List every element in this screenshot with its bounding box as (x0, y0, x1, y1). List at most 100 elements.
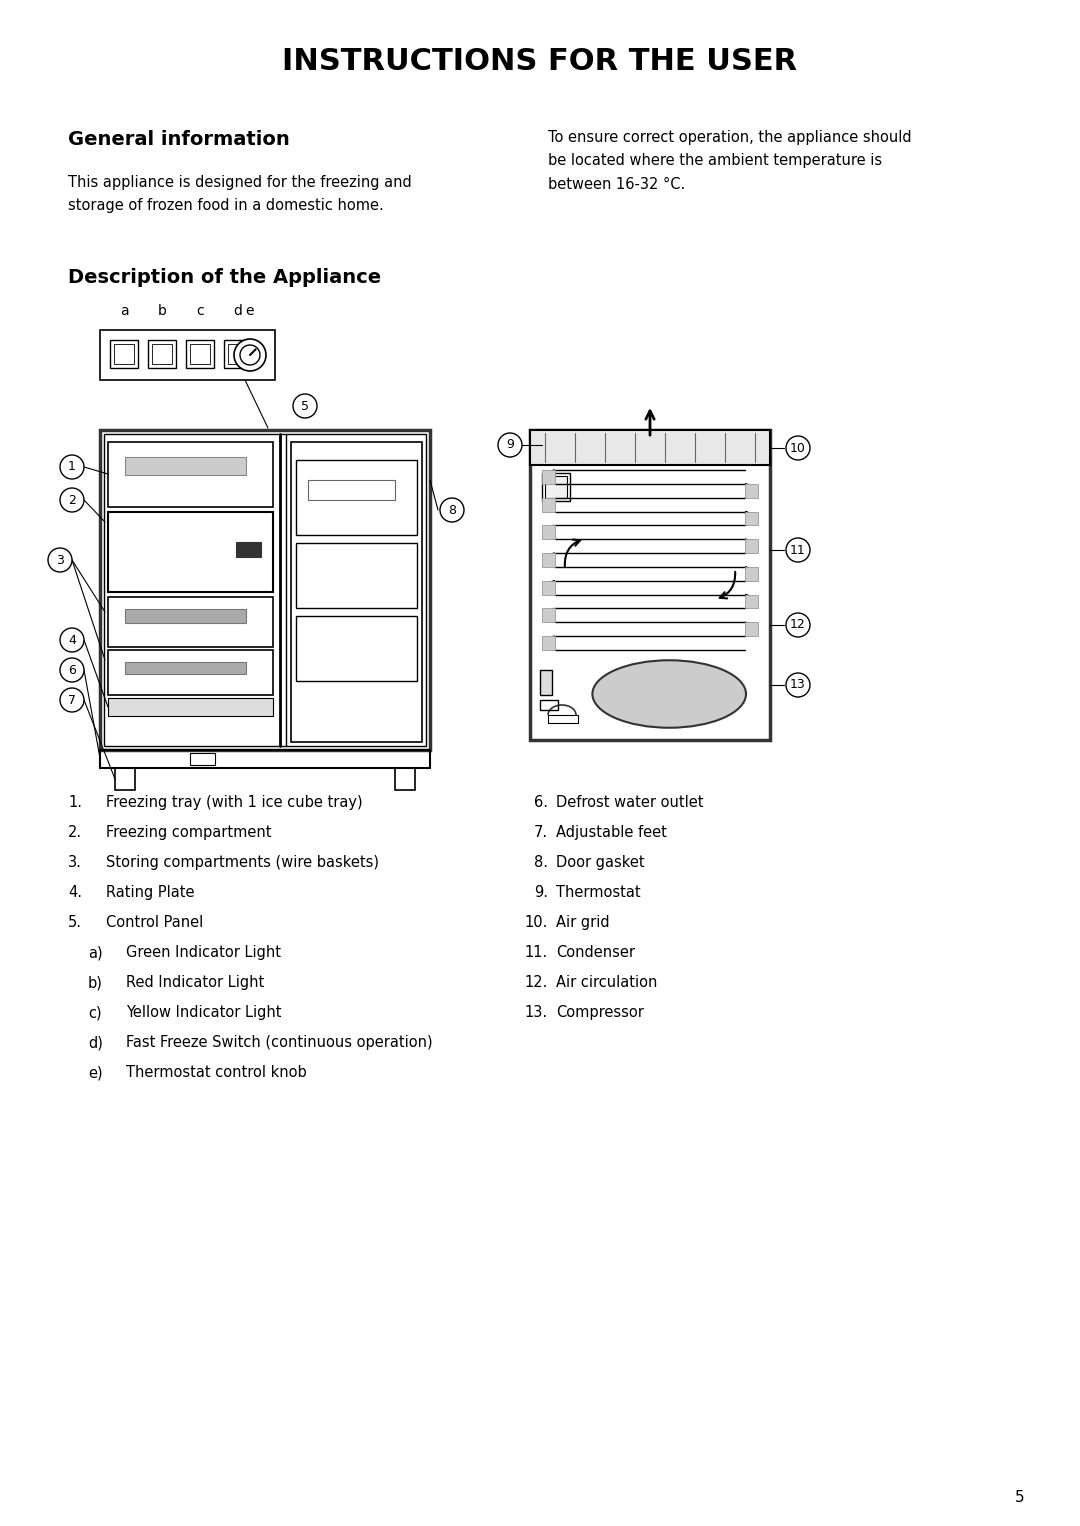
Circle shape (786, 613, 810, 636)
Text: b): b) (87, 975, 103, 990)
Text: Red Indicator Light: Red Indicator Light (126, 975, 265, 990)
Bar (190, 343, 210, 365)
Text: Thermostat control knob: Thermostat control knob (126, 1065, 307, 1080)
Text: 9: 9 (507, 438, 514, 452)
Text: Defrost water outlet: Defrost water outlet (556, 795, 703, 810)
Circle shape (60, 688, 84, 713)
Bar (190, 752, 215, 765)
Bar (186, 340, 214, 368)
Text: 3.: 3. (68, 855, 82, 870)
Text: 10: 10 (791, 441, 806, 455)
Bar (745, 484, 758, 497)
Bar (237, 542, 261, 557)
Text: 10.: 10. (525, 916, 548, 929)
Bar (100, 430, 430, 749)
Bar (542, 636, 555, 650)
Bar (108, 697, 273, 716)
Bar (296, 459, 417, 536)
Text: This appliance is designed for the freezing and
storage of frozen food in a dome: This appliance is designed for the freez… (68, 175, 411, 214)
Text: 7: 7 (68, 693, 76, 707)
Text: e): e) (87, 1065, 103, 1080)
Text: 3: 3 (56, 554, 64, 566)
Bar (125, 609, 246, 623)
Text: 5: 5 (1015, 1491, 1025, 1506)
Text: 1: 1 (68, 461, 76, 473)
Circle shape (60, 488, 84, 513)
Text: Condenser: Condenser (556, 945, 635, 960)
Bar (296, 543, 417, 607)
Text: c: c (197, 304, 204, 317)
Bar (530, 430, 770, 740)
Bar (540, 670, 552, 694)
Bar (542, 470, 555, 484)
Text: 1.: 1. (68, 795, 82, 810)
Text: c): c) (87, 1006, 102, 1019)
Bar (540, 700, 558, 710)
Bar (291, 443, 422, 742)
Bar (542, 525, 555, 539)
Bar (125, 456, 246, 475)
Text: 12: 12 (791, 618, 806, 632)
Text: 4.: 4. (68, 885, 82, 900)
Text: INSTRUCTIONS FOR THE USER: INSTRUCTIONS FOR THE USER (283, 47, 797, 76)
Text: Freezing tray (with 1 ice cube tray): Freezing tray (with 1 ice cube tray) (106, 795, 363, 810)
Text: 2: 2 (68, 493, 76, 507)
Circle shape (786, 436, 810, 459)
Circle shape (786, 673, 810, 697)
Bar (745, 539, 758, 552)
Bar (100, 330, 275, 380)
Bar (100, 749, 430, 768)
Text: 8: 8 (448, 504, 456, 516)
Bar (110, 340, 138, 368)
Text: d): d) (87, 1035, 103, 1050)
Circle shape (786, 539, 810, 562)
Circle shape (60, 455, 84, 479)
Text: d: d (233, 304, 242, 317)
Circle shape (293, 394, 318, 418)
Circle shape (48, 548, 72, 572)
Bar (530, 430, 770, 465)
Text: Yellow Indicator Light: Yellow Indicator Light (126, 1006, 282, 1019)
Text: 11: 11 (791, 543, 806, 557)
Text: Door gasket: Door gasket (556, 855, 645, 870)
Text: Freezing compartment: Freezing compartment (106, 826, 271, 839)
Text: Air grid: Air grid (556, 916, 609, 929)
Text: Thermostat: Thermostat (556, 885, 640, 900)
Bar (745, 595, 758, 609)
Text: Adjustable feet: Adjustable feet (556, 826, 666, 839)
Text: Rating Plate: Rating Plate (106, 885, 194, 900)
Text: a: a (120, 304, 129, 317)
Text: 11.: 11. (525, 945, 548, 960)
Bar (548, 716, 578, 723)
Bar (108, 513, 273, 592)
Text: 9.: 9. (534, 885, 548, 900)
Circle shape (60, 658, 84, 682)
Text: To ensure correct operation, the appliance should
be located where the ambient t: To ensure correct operation, the applian… (548, 130, 912, 192)
Bar (108, 597, 273, 647)
Bar (224, 340, 252, 368)
Text: Air circulation: Air circulation (556, 975, 658, 990)
Bar (745, 568, 758, 581)
Bar (148, 340, 176, 368)
Ellipse shape (593, 661, 746, 728)
Text: 5.: 5. (68, 916, 82, 929)
Bar (114, 343, 134, 365)
Bar (114, 768, 135, 790)
Text: Green Indicator Light: Green Indicator Light (126, 945, 281, 960)
Circle shape (498, 433, 522, 456)
Bar (542, 609, 555, 623)
Text: 6: 6 (68, 664, 76, 676)
Text: 12.: 12. (525, 975, 548, 990)
Bar (745, 511, 758, 525)
Text: 5: 5 (301, 400, 309, 412)
Text: Fast Freeze Switch (continuous operation): Fast Freeze Switch (continuous operation… (126, 1035, 433, 1050)
Text: 13: 13 (791, 679, 806, 691)
Text: Compressor: Compressor (556, 1006, 644, 1019)
Bar (308, 481, 395, 501)
Text: 8.: 8. (534, 855, 548, 870)
Bar (545, 476, 567, 497)
Text: e: e (246, 304, 254, 317)
Bar (395, 768, 415, 790)
Text: b: b (158, 304, 166, 317)
Bar (104, 433, 426, 746)
